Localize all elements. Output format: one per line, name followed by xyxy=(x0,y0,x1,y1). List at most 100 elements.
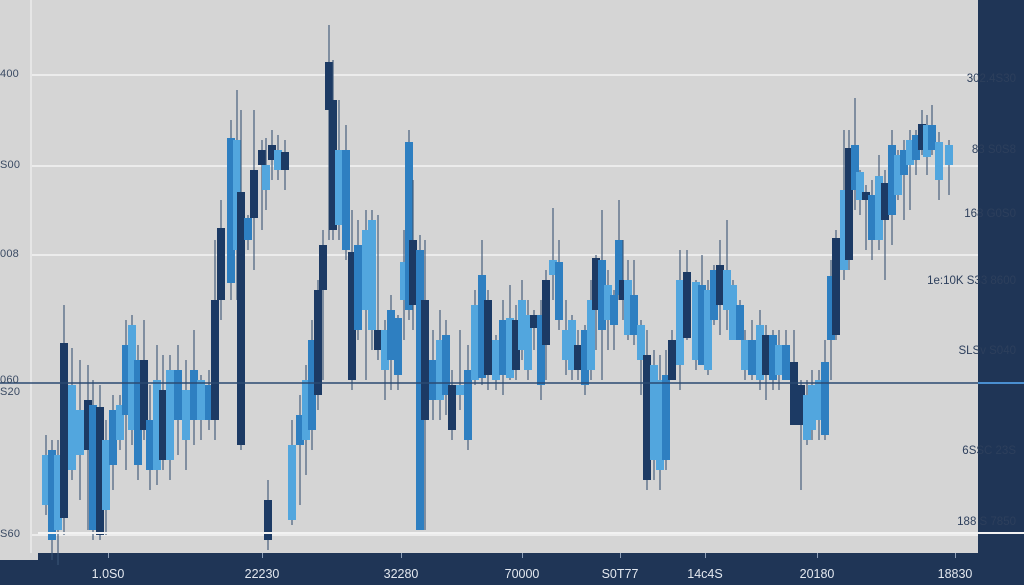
candle xyxy=(610,290,618,350)
candle xyxy=(790,330,798,425)
candle xyxy=(762,325,770,400)
y-tick-label-right: 168 G0S0 xyxy=(964,208,1016,220)
y-tick-label-right: 6SSC 23S xyxy=(962,445,1016,457)
candle xyxy=(262,138,270,210)
candle xyxy=(923,115,931,175)
candle xyxy=(381,320,389,400)
candle xyxy=(456,330,464,410)
candle xyxy=(815,370,823,440)
x-tick-mark xyxy=(620,553,621,558)
x-tick-label: 70000 xyxy=(504,567,540,581)
x-tick-label: S0T77 xyxy=(601,567,639,581)
candle xyxy=(832,230,840,340)
candle xyxy=(769,330,777,390)
candle xyxy=(875,155,883,250)
left-axis-rule xyxy=(30,0,32,553)
candle xyxy=(935,132,943,200)
candle xyxy=(756,310,764,390)
candle xyxy=(782,330,790,380)
candle xyxy=(499,300,507,395)
x-tick-mark xyxy=(955,553,956,558)
candle xyxy=(698,255,706,365)
candle xyxy=(692,280,700,370)
candle xyxy=(329,60,337,240)
candle xyxy=(174,345,182,455)
x-tick-mark xyxy=(817,553,818,558)
x-axis-bar xyxy=(0,553,1024,585)
candle xyxy=(868,180,876,260)
candle xyxy=(296,395,304,505)
candle xyxy=(662,350,670,470)
candle xyxy=(409,180,417,330)
candle xyxy=(60,305,68,535)
candle xyxy=(906,130,914,210)
candle xyxy=(716,240,724,335)
candle xyxy=(109,395,117,490)
candle xyxy=(845,130,853,270)
candle xyxy=(587,280,595,380)
candle xyxy=(264,480,272,550)
x-tick-label: 1.0S0 xyxy=(91,567,125,581)
x-tick-mark xyxy=(262,553,263,558)
candle xyxy=(211,240,219,440)
candle xyxy=(656,355,664,490)
x-tick-mark xyxy=(522,553,523,558)
candle xyxy=(506,285,514,380)
candle xyxy=(604,270,612,350)
candle xyxy=(342,125,350,260)
x-tick-label: 22230 xyxy=(244,567,280,581)
candle xyxy=(598,210,606,380)
candle xyxy=(89,380,97,540)
candle xyxy=(227,120,235,300)
candle xyxy=(729,280,737,340)
candle xyxy=(512,305,520,380)
candle xyxy=(182,360,190,470)
candle xyxy=(308,320,316,450)
y-tick-label-left: S20 xyxy=(0,386,21,398)
candle xyxy=(808,370,816,440)
candle xyxy=(314,280,322,410)
candle xyxy=(205,370,213,430)
candle xyxy=(928,105,936,155)
candle xyxy=(803,380,811,445)
candle xyxy=(319,230,327,380)
x-tick-mark xyxy=(705,553,706,558)
y-tick-label-left: 008 xyxy=(0,248,19,260)
candle xyxy=(574,330,582,380)
candle xyxy=(436,310,444,420)
candle xyxy=(159,355,167,470)
candle xyxy=(116,395,124,450)
candle xyxy=(122,320,130,470)
candle xyxy=(741,330,749,380)
candle xyxy=(881,170,889,280)
candle xyxy=(668,330,676,380)
candle xyxy=(84,365,92,530)
y-tick-label-left: 060 xyxy=(0,374,19,386)
candle xyxy=(48,440,56,560)
candle xyxy=(888,130,896,245)
candle xyxy=(862,185,870,250)
candle xyxy=(197,375,205,440)
candle xyxy=(374,215,382,360)
candle xyxy=(748,320,756,380)
candle xyxy=(478,240,486,385)
candle xyxy=(918,110,926,155)
candle xyxy=(217,200,225,320)
y-tick-label-right: SLSv S040 xyxy=(958,345,1016,357)
candle xyxy=(76,360,84,500)
candle xyxy=(900,140,908,220)
candle xyxy=(530,310,538,350)
candle xyxy=(153,345,161,485)
x-axis-bar-notch xyxy=(0,553,38,560)
candle xyxy=(348,210,356,390)
candle xyxy=(619,240,627,320)
candle xyxy=(912,130,920,175)
candle xyxy=(96,385,104,540)
candle xyxy=(244,215,252,250)
candle xyxy=(568,315,576,380)
candle xyxy=(354,220,362,340)
candle xyxy=(442,320,450,415)
candle xyxy=(851,98,859,210)
candle xyxy=(562,300,570,375)
